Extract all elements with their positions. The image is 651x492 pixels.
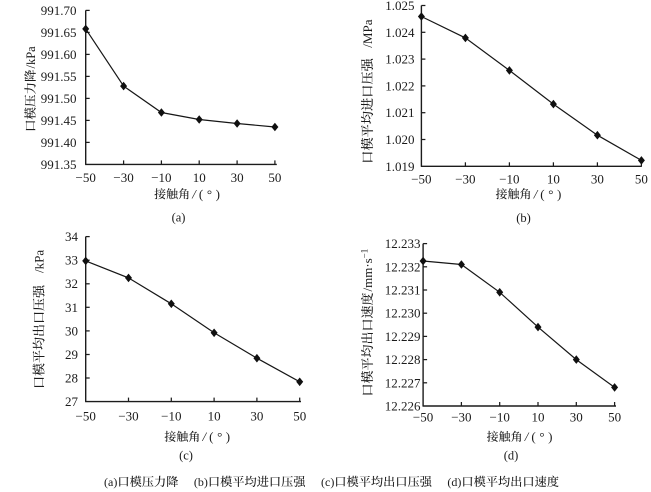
- svg-text:): ): [557, 186, 561, 201]
- svg-text:−10: −10: [151, 170, 171, 185]
- svg-text:12.231: 12.231: [385, 283, 421, 298]
- svg-text:991.60: 991.60: [41, 47, 77, 62]
- svg-text:/mm·s: /mm·s: [360, 258, 375, 291]
- svg-text:−30: −30: [451, 410, 471, 425]
- svg-text:(b): (b): [194, 475, 208, 489]
- svg-text:33: 33: [65, 253, 78, 268]
- svg-text:): ): [216, 186, 220, 201]
- svg-text:(b): (b): [516, 211, 531, 225]
- svg-text:/kPa: /kPa: [24, 46, 38, 69]
- svg-text:991.55: 991.55: [41, 69, 77, 84]
- svg-text:1.019: 1.019: [385, 159, 414, 174]
- svg-text:1.024: 1.024: [385, 25, 415, 40]
- svg-text:/MPa: /MPa: [360, 19, 375, 47]
- svg-text:−30: −30: [113, 170, 133, 185]
- svg-text:(c): (c): [179, 448, 193, 462]
- svg-text:(: (: [209, 429, 213, 444]
- svg-text:12.233: 12.233: [385, 236, 421, 251]
- svg-text:−50: −50: [76, 170, 96, 185]
- svg-text:12.227: 12.227: [385, 375, 421, 390]
- svg-text:10: 10: [547, 171, 560, 186]
- svg-text:(d): (d): [447, 475, 461, 489]
- svg-text:32: 32: [65, 276, 78, 291]
- svg-text:/: /: [191, 186, 197, 201]
- svg-text:(d): (d): [504, 448, 519, 462]
- svg-text:991.70: 991.70: [41, 3, 77, 18]
- svg-text:30: 30: [570, 410, 583, 425]
- svg-text:−1: −1: [360, 249, 370, 259]
- svg-text:10: 10: [208, 409, 221, 424]
- svg-text:12.232: 12.232: [385, 259, 421, 274]
- svg-text:): ): [548, 429, 552, 444]
- svg-text:30: 30: [250, 409, 263, 424]
- svg-text:(c): (c): [321, 475, 334, 489]
- svg-text:−10: −10: [161, 409, 181, 424]
- svg-text:1.021: 1.021: [385, 105, 414, 120]
- svg-text:1.023: 1.023: [385, 52, 414, 67]
- svg-text:/: /: [524, 429, 530, 444]
- svg-text:−10: −10: [499, 171, 519, 186]
- svg-text:(a): (a): [172, 211, 186, 225]
- svg-text:−50: −50: [413, 410, 433, 425]
- svg-text:50: 50: [608, 410, 621, 425]
- svg-text:1.025: 1.025: [385, 0, 414, 13]
- svg-text:50: 50: [635, 171, 648, 186]
- svg-text:12.230: 12.230: [385, 306, 421, 321]
- svg-text:50: 50: [293, 409, 306, 424]
- svg-text:/: /: [533, 186, 539, 201]
- svg-text:991.35: 991.35: [41, 157, 77, 172]
- svg-text:991.40: 991.40: [41, 135, 77, 150]
- svg-text:991.65: 991.65: [41, 25, 77, 40]
- svg-text:°: °: [539, 429, 544, 444]
- svg-text:(: (: [540, 186, 544, 201]
- svg-text:30: 30: [65, 323, 78, 338]
- svg-text:°: °: [548, 186, 553, 201]
- svg-text:/kPa: /kPa: [32, 250, 47, 273]
- svg-text:10: 10: [193, 170, 206, 185]
- svg-text:30: 30: [591, 171, 604, 186]
- svg-text:28: 28: [65, 371, 78, 386]
- svg-text:−10: −10: [490, 410, 510, 425]
- svg-text:30: 30: [231, 170, 244, 185]
- svg-text:31: 31: [65, 300, 78, 315]
- svg-text:1.020: 1.020: [385, 132, 414, 147]
- svg-text:/: /: [202, 429, 208, 444]
- svg-text:991.50: 991.50: [41, 91, 77, 106]
- svg-text:): ): [226, 429, 230, 444]
- svg-text:29: 29: [65, 347, 78, 362]
- svg-text:−30: −30: [118, 409, 138, 424]
- svg-text:50: 50: [268, 170, 281, 185]
- svg-text:°: °: [207, 186, 212, 201]
- svg-text:991.45: 991.45: [41, 113, 77, 128]
- svg-text:27: 27: [65, 394, 79, 409]
- svg-text:−50: −50: [76, 409, 96, 424]
- svg-text:−50: −50: [411, 171, 431, 186]
- svg-text:1.022: 1.022: [385, 78, 414, 93]
- svg-text:12.228: 12.228: [385, 352, 421, 367]
- svg-text:°: °: [217, 429, 222, 444]
- svg-text:12.229: 12.229: [385, 329, 421, 344]
- svg-text:12.226: 12.226: [385, 399, 421, 414]
- svg-text:(: (: [199, 186, 203, 201]
- svg-text:(: (: [531, 429, 535, 444]
- svg-text:34: 34: [65, 229, 79, 244]
- svg-text:(a): (a): [104, 475, 117, 489]
- svg-text:−30: −30: [455, 171, 475, 186]
- svg-text:10: 10: [532, 410, 545, 425]
